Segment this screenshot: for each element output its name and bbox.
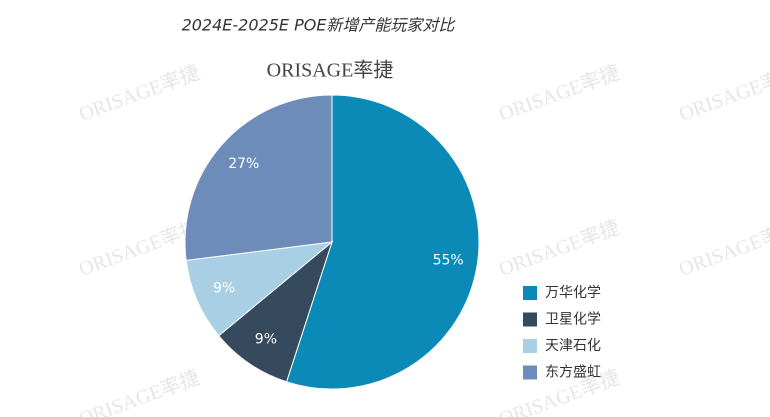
- legend-swatch: [523, 365, 537, 380]
- data-label: 9%: [213, 281, 235, 297]
- watermark: ORISAGE率捷: [676, 216, 770, 281]
- pie-slice: [185, 241, 334, 337]
- logo: ORISAGE率捷: [267, 59, 394, 82]
- legend-swatch: [523, 312, 537, 327]
- legend-swatch: [523, 286, 537, 300]
- pie-slice: [285, 94, 480, 390]
- watermark: ORISAGE率捷: [76, 61, 203, 126]
- data-label: 55%: [433, 252, 464, 268]
- watermark: ORISAGE率捷: [76, 366, 203, 417]
- watermark: ORISAGE率捷: [676, 61, 770, 126]
- legend-swatch: [523, 339, 537, 353]
- watermark: ORISAGE率捷: [496, 216, 623, 281]
- legend-label: 天津石化: [545, 338, 601, 354]
- pie-slice: [184, 94, 333, 261]
- watermark: ORISAGE率捷: [496, 61, 623, 126]
- chart-title: 2024E-2025E POE新增产能玩家对比: [182, 16, 457, 35]
- pie: 55% 9% 9% 27%: [184, 94, 480, 390]
- legend-label: 万华化学: [545, 285, 601, 301]
- legend-label: 卫星化学: [545, 312, 601, 328]
- data-label: 27%: [228, 156, 259, 172]
- watermark: ORISAGE率捷: [76, 216, 203, 281]
- pie-slice: [218, 240, 334, 383]
- data-label: 9%: [255, 331, 277, 347]
- legend-label: 东方盛虹: [545, 365, 601, 381]
